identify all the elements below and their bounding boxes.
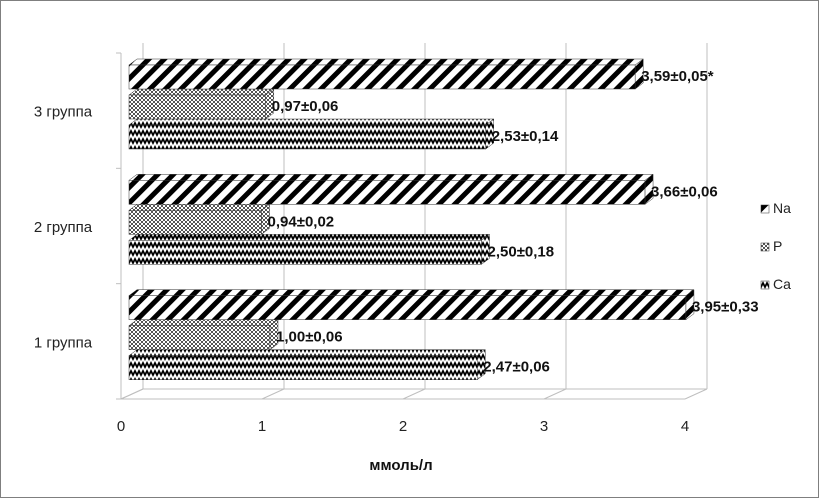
data-label: 0,97±0,06 xyxy=(272,98,339,115)
data-label: 3,95±0,33 xyxy=(692,299,759,316)
legend-swatch xyxy=(760,280,770,290)
data-label: 1,00±0,06 xyxy=(276,329,343,346)
legend-item-ca: Ca xyxy=(760,276,791,292)
category-label: 2 группа xyxy=(34,219,93,236)
bar-na xyxy=(128,173,654,205)
x-tick-label: 0 xyxy=(117,418,125,435)
bar-na xyxy=(128,289,695,321)
legend: Na P Ca xyxy=(760,200,791,292)
legend-swatch xyxy=(760,242,770,252)
legend-label: Ca xyxy=(773,276,791,292)
category-labels: 1 группа 2 группа 3 группа xyxy=(34,104,93,352)
x-tick-label: 3 xyxy=(540,418,548,435)
legend-label: Na xyxy=(773,200,791,216)
tick-labels: 0 1 2 3 4 xyxy=(117,418,689,435)
legend-item-p: P xyxy=(760,238,782,254)
data-label: 3,66±0,06 xyxy=(651,183,718,200)
x-axis-title: ммоль/л xyxy=(369,457,432,474)
data-label: 2,50±0,18 xyxy=(488,243,555,260)
data-label: 0,94±0,02 xyxy=(268,213,335,230)
x-tick-label: 1 xyxy=(258,418,266,435)
bar-na xyxy=(128,58,644,90)
category-label: 1 группа xyxy=(34,334,93,351)
data-label: 2,53±0,14 xyxy=(492,128,559,145)
category-label: 3 группа xyxy=(34,104,93,121)
bar-p xyxy=(128,319,279,351)
legend-label: P xyxy=(773,238,782,254)
legend-item-na: Na xyxy=(760,200,791,216)
data-label: 2,47±0,06 xyxy=(483,359,550,376)
bar-p xyxy=(128,88,275,120)
data-labels: 2,47±0,06 1,00±0,06 3,95±0,33 2,50±0,18 0,94… xyxy=(268,68,759,376)
bars xyxy=(128,58,695,381)
data-label: 3,59±0,05* xyxy=(641,68,714,85)
legend-swatch xyxy=(760,204,770,214)
bar-p xyxy=(128,203,271,235)
bar-ca xyxy=(128,118,495,150)
x-tick-label: 2 xyxy=(399,418,407,435)
x-tick-label: 4 xyxy=(681,418,689,435)
bar-ca xyxy=(128,233,491,265)
bar-ca xyxy=(128,349,487,381)
